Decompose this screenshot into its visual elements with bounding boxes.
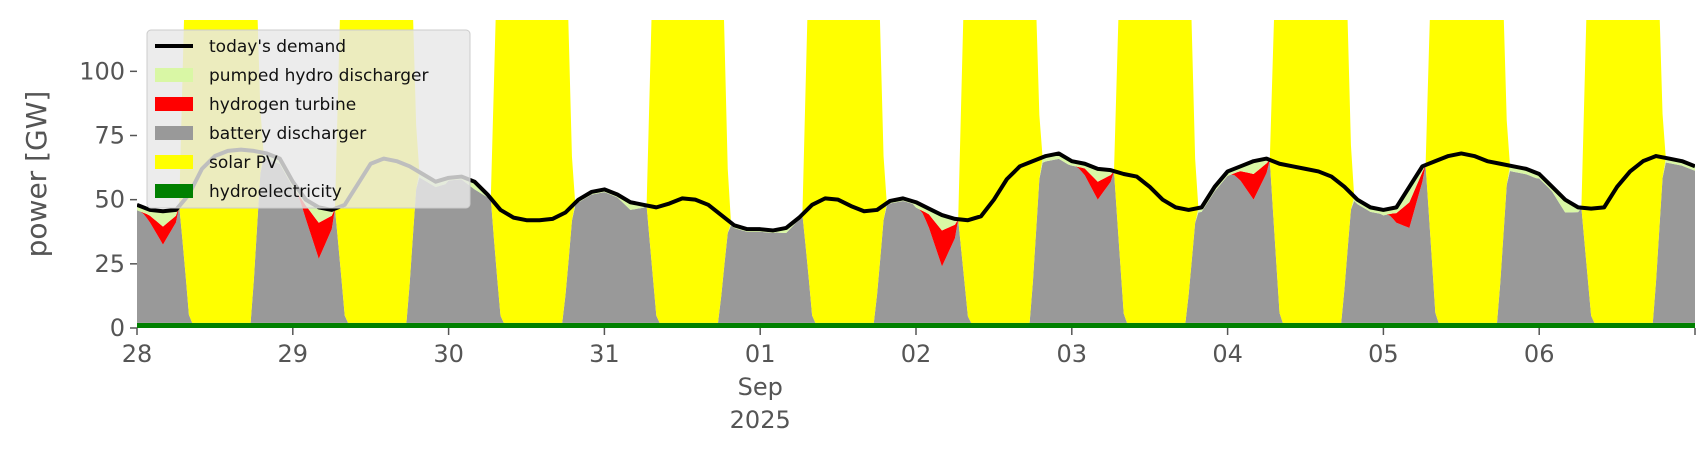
legend-label: solar PV bbox=[209, 153, 278, 173]
legend-label: hydrogen turbine bbox=[209, 95, 356, 115]
y-tick-label: 0 bbox=[110, 314, 125, 342]
stacked-areas bbox=[137, 20, 1695, 328]
y-tick-label: 25 bbox=[94, 250, 125, 278]
legend-swatch bbox=[155, 68, 193, 82]
area-battery-discharger bbox=[137, 158, 1695, 323]
legend: today's demand pumped hydro discharger hyd… bbox=[146, 29, 471, 209]
legend-swatch bbox=[155, 155, 193, 169]
axes: 0 25 50 75 100 28 29 30 31 01 Sep 2025 02 03 04 05 06 bbox=[79, 57, 1696, 434]
legend-swatch bbox=[155, 97, 193, 111]
y-tick-label: 50 bbox=[94, 186, 125, 214]
area-solar-pv bbox=[137, 20, 1695, 323]
x-tick-label: 01 bbox=[745, 340, 776, 368]
legend-label: pumped hydro discharger bbox=[209, 66, 428, 86]
legend-label: battery discharger bbox=[209, 124, 366, 144]
legend-box bbox=[146, 29, 471, 209]
x-tick-year: 2025 bbox=[730, 406, 791, 434]
y-tick-label: 100 bbox=[79, 57, 125, 85]
y-tick-label: 75 bbox=[94, 122, 125, 150]
x-tick-label: 05 bbox=[1368, 340, 1399, 368]
legend-label: today's demand bbox=[209, 37, 346, 57]
x-tick-label: 30 bbox=[433, 340, 464, 368]
area-hydroelectricity bbox=[137, 322, 1695, 328]
legend-label: hydroelectricity bbox=[209, 182, 342, 202]
x-tick-label: 04 bbox=[1212, 340, 1243, 368]
x-tick-label: 02 bbox=[901, 340, 932, 368]
x-tick-label: 31 bbox=[589, 340, 620, 368]
x-tick-label: 03 bbox=[1057, 340, 1088, 368]
x-tick-month: Sep bbox=[738, 373, 783, 401]
x-tick-label: 06 bbox=[1524, 340, 1555, 368]
legend-swatch bbox=[155, 184, 193, 198]
x-tick-label: 29 bbox=[278, 340, 309, 368]
x-tick-label: 28 bbox=[122, 340, 153, 368]
y-axis-label: power [GW] bbox=[20, 91, 53, 258]
legend-swatch bbox=[155, 126, 193, 140]
